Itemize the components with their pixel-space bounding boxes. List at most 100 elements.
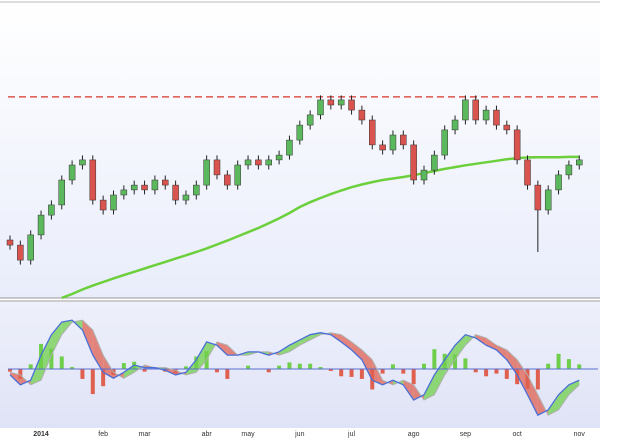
macd-ribbon	[372, 359, 383, 385]
candle-body	[162, 179, 169, 186]
macd-ribbon	[279, 345, 290, 356]
candle-body	[37, 214, 45, 236]
macd-ribbon	[341, 334, 352, 350]
macd-ribbon	[123, 365, 135, 379]
histogram-bar	[246, 365, 251, 369]
candle-body	[327, 99, 335, 106]
candle-body	[224, 174, 231, 186]
x-tick-label: jul	[347, 431, 355, 438]
histogram-bar	[473, 369, 478, 373]
macd-ribbon	[92, 330, 104, 373]
candle-body	[17, 244, 24, 261]
histogram-bar	[70, 367, 75, 369]
candle-body	[379, 144, 386, 151]
candle-body	[451, 119, 459, 131]
candle-body	[265, 159, 272, 166]
histogram-bar	[359, 369, 364, 379]
candle-body	[68, 164, 76, 181]
histogram-bar	[59, 356, 64, 369]
histogram-bar	[49, 348, 54, 369]
candle-body	[337, 99, 345, 106]
x-tick-label: feb	[98, 431, 108, 438]
candle-body	[203, 159, 210, 186]
macd-ribbon	[103, 355, 114, 379]
candle-body	[6, 239, 14, 246]
candle-body	[389, 134, 397, 151]
candle-body	[441, 129, 448, 156]
x-tick-label: ago	[408, 431, 420, 438]
candle-body	[296, 124, 304, 141]
candle-body	[213, 159, 221, 176]
histogram-bar	[556, 353, 561, 369]
histogram-bar	[380, 369, 385, 374]
histogram-bar	[422, 363, 426, 369]
histogram-bar	[577, 364, 582, 369]
candle-body	[58, 179, 65, 206]
histogram-bar	[432, 349, 437, 369]
histogram-bar	[215, 369, 219, 373]
histogram-bar	[183, 366, 188, 369]
candle-body	[410, 144, 417, 181]
candle-body	[472, 99, 479, 121]
candle-body	[141, 184, 148, 191]
candle-body	[130, 184, 138, 191]
histogram-bar	[566, 359, 571, 369]
candle-body	[400, 134, 407, 146]
candle-body	[182, 194, 190, 201]
candle-body	[348, 99, 355, 111]
histogram-bar	[8, 369, 12, 372]
histogram-bar	[225, 369, 230, 379]
x-tick-label: 2014	[33, 431, 49, 438]
macd-line	[9, 319, 580, 417]
candle-body	[431, 154, 438, 171]
candle-body	[369, 119, 376, 146]
x-tick-label: nov	[574, 431, 586, 438]
candle-body	[420, 169, 428, 181]
candle-body	[193, 184, 200, 196]
candle-body	[513, 129, 521, 161]
candle-body	[555, 174, 562, 191]
candle-body	[358, 109, 366, 121]
candle-body	[234, 164, 241, 186]
macd-ribbon	[299, 334, 311, 346]
x-tick-label: may	[241, 431, 255, 438]
histogram-bar	[142, 369, 147, 372]
x-tick-label: mar	[139, 431, 152, 438]
histogram-bar	[349, 369, 354, 377]
candle-body	[482, 109, 490, 121]
macd-ribbon	[403, 380, 414, 401]
histogram-bar	[411, 369, 416, 385]
macd-ribbon	[51, 322, 62, 356]
histogram-bar	[546, 363, 551, 369]
candle-body	[151, 179, 159, 191]
macd-ribbon	[196, 341, 207, 373]
histogram-bar	[318, 367, 323, 369]
x-tick-label: oct	[512, 431, 521, 438]
candle-body	[534, 184, 542, 211]
histogram-bar	[297, 363, 302, 369]
histogram-bar	[266, 369, 271, 373]
histogram-bar	[328, 369, 333, 371]
candle-body	[79, 159, 86, 166]
histogram-bar	[442, 353, 447, 369]
candle-body	[275, 154, 283, 161]
histogram-bar	[90, 369, 95, 395]
x-tick-label: sep	[460, 431, 471, 438]
histogram-bar	[18, 369, 23, 379]
candle-body	[565, 164, 573, 176]
histogram-bar	[121, 363, 126, 369]
histogram-bar	[194, 356, 199, 369]
candle-body	[120, 189, 128, 196]
candle-body	[89, 159, 97, 201]
candle-body	[255, 159, 262, 166]
candle-body	[317, 99, 324, 116]
candle-body	[576, 159, 583, 166]
candle-body	[244, 159, 252, 166]
candle-body	[544, 189, 552, 211]
histogram-bar	[390, 364, 395, 369]
macd-ribbon	[351, 341, 362, 360]
histogram-bar	[494, 369, 499, 374]
signal-line	[9, 319, 580, 416]
candle-body	[99, 199, 107, 211]
candle-body	[172, 184, 179, 201]
